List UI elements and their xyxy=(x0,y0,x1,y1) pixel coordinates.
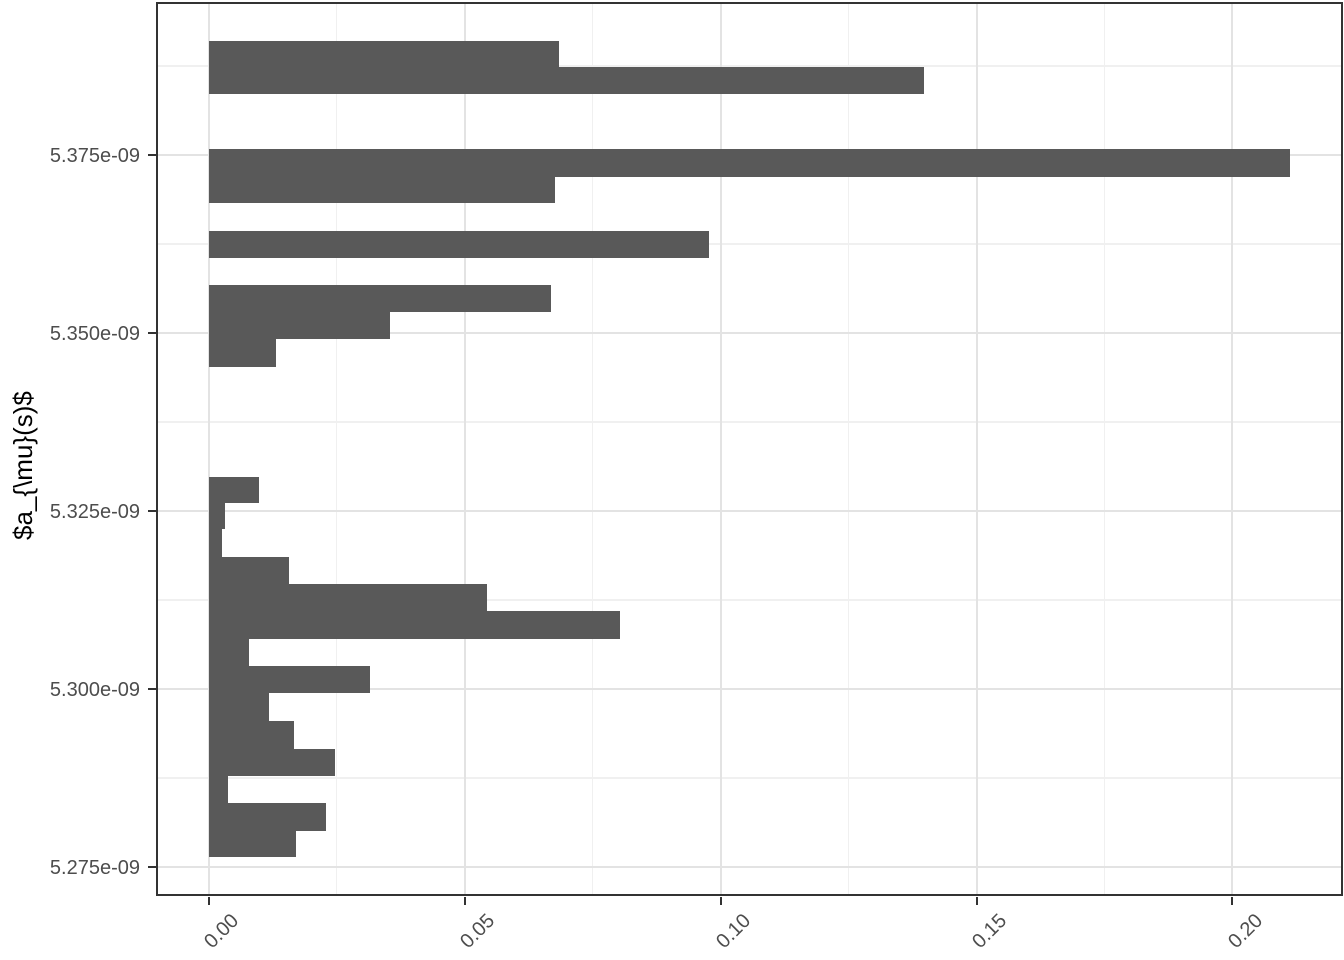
histogram-bar xyxy=(208,529,222,557)
major-gridline-horizontal xyxy=(158,510,1341,513)
histogram-bar xyxy=(208,692,270,721)
x-tick-mark xyxy=(207,897,210,905)
y-tick-mark xyxy=(148,866,156,869)
major-gridline-vertical xyxy=(719,4,722,894)
histogram-bar xyxy=(208,556,290,585)
x-tick-mark xyxy=(975,897,978,905)
y-tick-label: 5.300e-09 xyxy=(49,679,140,702)
major-gridline-vertical xyxy=(207,4,210,894)
x-tick-label: 0.10 xyxy=(711,909,755,953)
histogram-bar xyxy=(208,477,259,504)
plot-area xyxy=(158,4,1341,894)
minor-gridline-horizontal xyxy=(158,421,1341,423)
x-tick-mark xyxy=(719,897,722,905)
histogram-bar xyxy=(208,803,326,831)
histogram-bar xyxy=(208,775,228,804)
major-gridline-horizontal xyxy=(158,688,1341,691)
minor-gridline-horizontal xyxy=(158,243,1341,245)
histogram-bar xyxy=(208,611,620,640)
minor-gridline-horizontal xyxy=(158,65,1341,67)
histogram-bar xyxy=(208,311,390,340)
minor-gridline-vertical xyxy=(591,4,594,894)
y-tick-mark xyxy=(148,332,156,335)
minor-gridline-horizontal xyxy=(158,599,1341,601)
histogram-bar xyxy=(208,748,335,776)
x-tick-label: 0.20 xyxy=(1223,909,1267,953)
y-tick-mark xyxy=(148,154,156,157)
histogram-bar xyxy=(208,176,556,204)
histogram-bar xyxy=(208,41,559,67)
histogram-bar xyxy=(208,285,552,312)
minor-gridline-vertical xyxy=(1103,4,1106,894)
y-axis-title: $a_{\mu}(s)$ xyxy=(8,391,38,540)
histogram-bar xyxy=(208,830,296,858)
major-gridline-horizontal xyxy=(158,332,1341,335)
histogram-bar xyxy=(208,66,924,94)
minor-gridline-vertical xyxy=(335,4,338,894)
histogram-bar xyxy=(208,584,488,612)
y-tick-label: 5.350e-09 xyxy=(49,323,140,346)
histogram-bar xyxy=(208,503,225,530)
minor-gridline-vertical xyxy=(847,4,850,894)
y-tick-label: 5.325e-09 xyxy=(49,501,140,524)
major-gridline-horizontal xyxy=(158,866,1341,869)
x-tick-mark xyxy=(463,897,466,905)
y-tick-label: 5.275e-09 xyxy=(49,857,140,880)
y-tick-mark xyxy=(148,688,156,691)
major-gridline-vertical xyxy=(975,4,978,894)
histogram-bar xyxy=(208,666,370,693)
y-tick-mark xyxy=(148,510,156,513)
minor-gridline-horizontal xyxy=(158,777,1341,779)
x-tick-label: 0.15 xyxy=(967,909,1011,953)
histogram-bar xyxy=(208,720,294,749)
x-tick-mark xyxy=(1231,897,1234,905)
histogram-bar xyxy=(208,639,250,667)
x-tick-label: 0.05 xyxy=(455,909,499,953)
major-gridline-vertical xyxy=(463,4,466,894)
histogram-bar xyxy=(208,230,710,259)
major-gridline-vertical xyxy=(1231,4,1234,894)
y-tick-label: 5.375e-09 xyxy=(49,145,140,168)
histogram-bar xyxy=(208,149,1290,177)
x-tick-label: 0.00 xyxy=(199,909,243,953)
histogram-bar xyxy=(208,339,277,368)
